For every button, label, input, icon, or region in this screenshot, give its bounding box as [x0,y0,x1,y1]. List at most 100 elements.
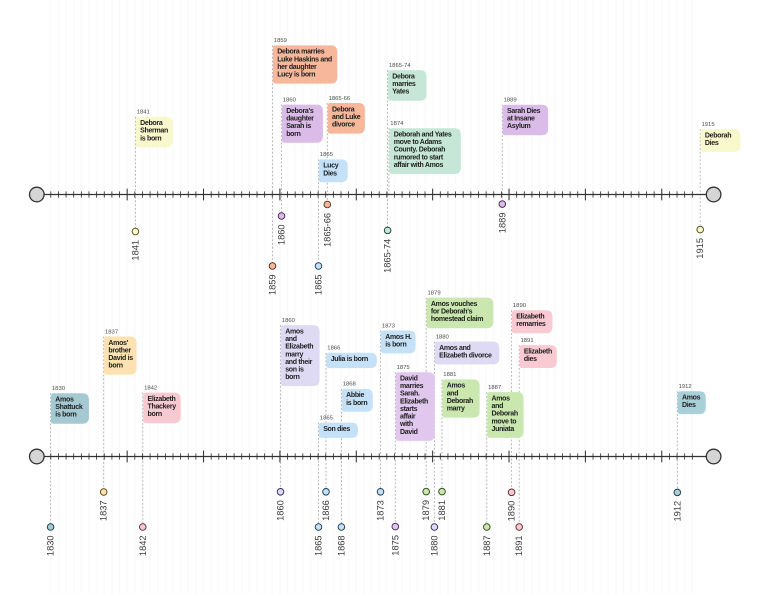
svg-text:1860: 1860 [283,97,297,103]
svg-text:Amos: Amos [55,397,74,404]
svg-text:Amos: Amos [447,383,466,390]
svg-text:born: born [286,131,300,138]
svg-text:1891: 1891 [514,535,524,556]
svg-text:is born: is born [346,400,367,407]
svg-text:Amos H.: Amos H. [385,334,412,341]
svg-text:1889: 1889 [497,213,507,234]
svg-text:1842: 1842 [138,535,148,556]
svg-text:Sarah.: Sarah. [400,391,420,398]
svg-text:1865-74: 1865-74 [389,63,411,69]
svg-text:Dies: Dies [323,170,337,177]
svg-text:rumored to start: rumored to start [394,154,444,161]
svg-text:and: and [492,403,504,410]
svg-text:1866: 1866 [327,346,341,352]
svg-text:brother: brother [108,347,131,354]
svg-text:and their: and their [285,359,312,366]
svg-text:Amos': Amos' [108,340,128,347]
svg-text:1859: 1859 [268,274,278,295]
svg-text:1874: 1874 [390,121,404,127]
svg-text:Julia is born: Julia is born [331,356,368,363]
svg-text:Shattuck: Shattuck [55,404,83,411]
svg-text:David is: David is [108,355,133,362]
svg-text:Debora: Debora [140,120,163,127]
svg-text:Elizabeth: Elizabeth [400,398,428,405]
svg-text:Deborah: Deborah [705,132,731,139]
svg-text:1891: 1891 [521,338,534,344]
svg-text:1865-74: 1865-74 [383,239,393,273]
svg-text:Sherman: Sherman [140,128,168,135]
svg-text:at Insane: at Insane [507,116,535,123]
svg-text:Amos vouches: Amos vouches [431,301,478,308]
svg-text:1887: 1887 [488,385,501,391]
svg-text:1880: 1880 [436,334,450,340]
svg-text:Amos: Amos [492,395,511,402]
svg-text:remarries: remarries [516,321,546,328]
svg-text:1860: 1860 [282,318,296,324]
svg-text:1868: 1868 [336,535,346,556]
svg-text:1881: 1881 [437,500,447,521]
svg-text:1859: 1859 [274,38,287,44]
svg-text:1860: 1860 [277,224,287,245]
svg-text:Elizabeth: Elizabeth [285,344,313,351]
svg-text:1889: 1889 [504,98,517,104]
svg-text:Debora marries: Debora marries [277,49,325,56]
svg-text:County. Deborah: County. Deborah [394,147,445,154]
svg-text:starts: starts [400,406,418,413]
svg-text:Deborah: Deborah [492,411,518,418]
svg-text:David: David [400,429,418,436]
svg-text:1873: 1873 [382,323,396,329]
svg-text:Luke Haskins and: Luke Haskins and [277,56,332,63]
svg-text:marries: marries [400,383,424,390]
svg-text:with: with [399,421,413,428]
svg-text:affair: affair [400,414,416,421]
svg-text:Amos: Amos [285,328,304,335]
svg-text:Yates: Yates [392,89,409,96]
svg-text:homestead claim: homestead claim [431,316,483,323]
svg-text:born: born [285,374,299,381]
svg-text:1837: 1837 [105,329,118,335]
svg-text:David: David [400,376,418,383]
svg-text:1841: 1841 [130,240,140,261]
svg-text:Thackery: Thackery [148,404,177,411]
svg-text:1865-66: 1865-66 [322,213,332,247]
svg-text:Dies: Dies [705,140,719,147]
svg-text:1842: 1842 [144,385,157,391]
svg-text:born: born [148,411,162,418]
svg-text:Deborah and Yates: Deborah and Yates [394,132,452,139]
svg-text:1890: 1890 [513,303,527,309]
svg-text:Elizabeth: Elizabeth [148,396,176,403]
svg-text:Sarah is: Sarah is [286,123,311,130]
svg-text:her daughter: her daughter [277,64,317,71]
svg-text:Son dies: Son dies [323,426,350,433]
svg-text:1868: 1868 [343,382,357,388]
svg-text:Sarah Dies: Sarah Dies [507,108,541,115]
svg-text:marry: marry [447,406,465,413]
svg-text:marry: marry [285,351,303,358]
svg-text:1865: 1865 [314,274,324,295]
svg-text:1866: 1866 [321,500,331,521]
svg-text:Debora's: Debora's [286,108,314,115]
svg-text:1880: 1880 [429,535,439,556]
svg-text:1865: 1865 [314,535,324,556]
svg-text:1841: 1841 [137,110,150,116]
svg-text:1865: 1865 [320,415,334,421]
svg-text:divorce: divorce [332,122,355,129]
svg-text:Debora: Debora [392,73,415,80]
svg-text:1875: 1875 [397,365,411,371]
svg-text:and Luke: and Luke [332,114,361,121]
svg-text:1860: 1860 [276,500,286,521]
svg-text:1881: 1881 [443,372,456,378]
svg-text:1890: 1890 [507,501,517,522]
svg-text:son is: son is [285,367,304,374]
svg-text:Dies: Dies [682,402,696,409]
svg-text:1873: 1873 [376,500,386,521]
svg-text:1912: 1912 [679,384,692,390]
svg-text:Elizabeth: Elizabeth [524,348,552,355]
svg-text:Amos: Amos [682,395,701,402]
svg-text:1830: 1830 [46,535,56,556]
svg-text:daughter: daughter [286,116,314,123]
svg-text:1837: 1837 [99,500,109,521]
svg-text:for Deborah's: for Deborah's [431,309,473,316]
svg-text:Elizabeth: Elizabeth [516,314,544,321]
svg-text:1875: 1875 [390,535,400,556]
